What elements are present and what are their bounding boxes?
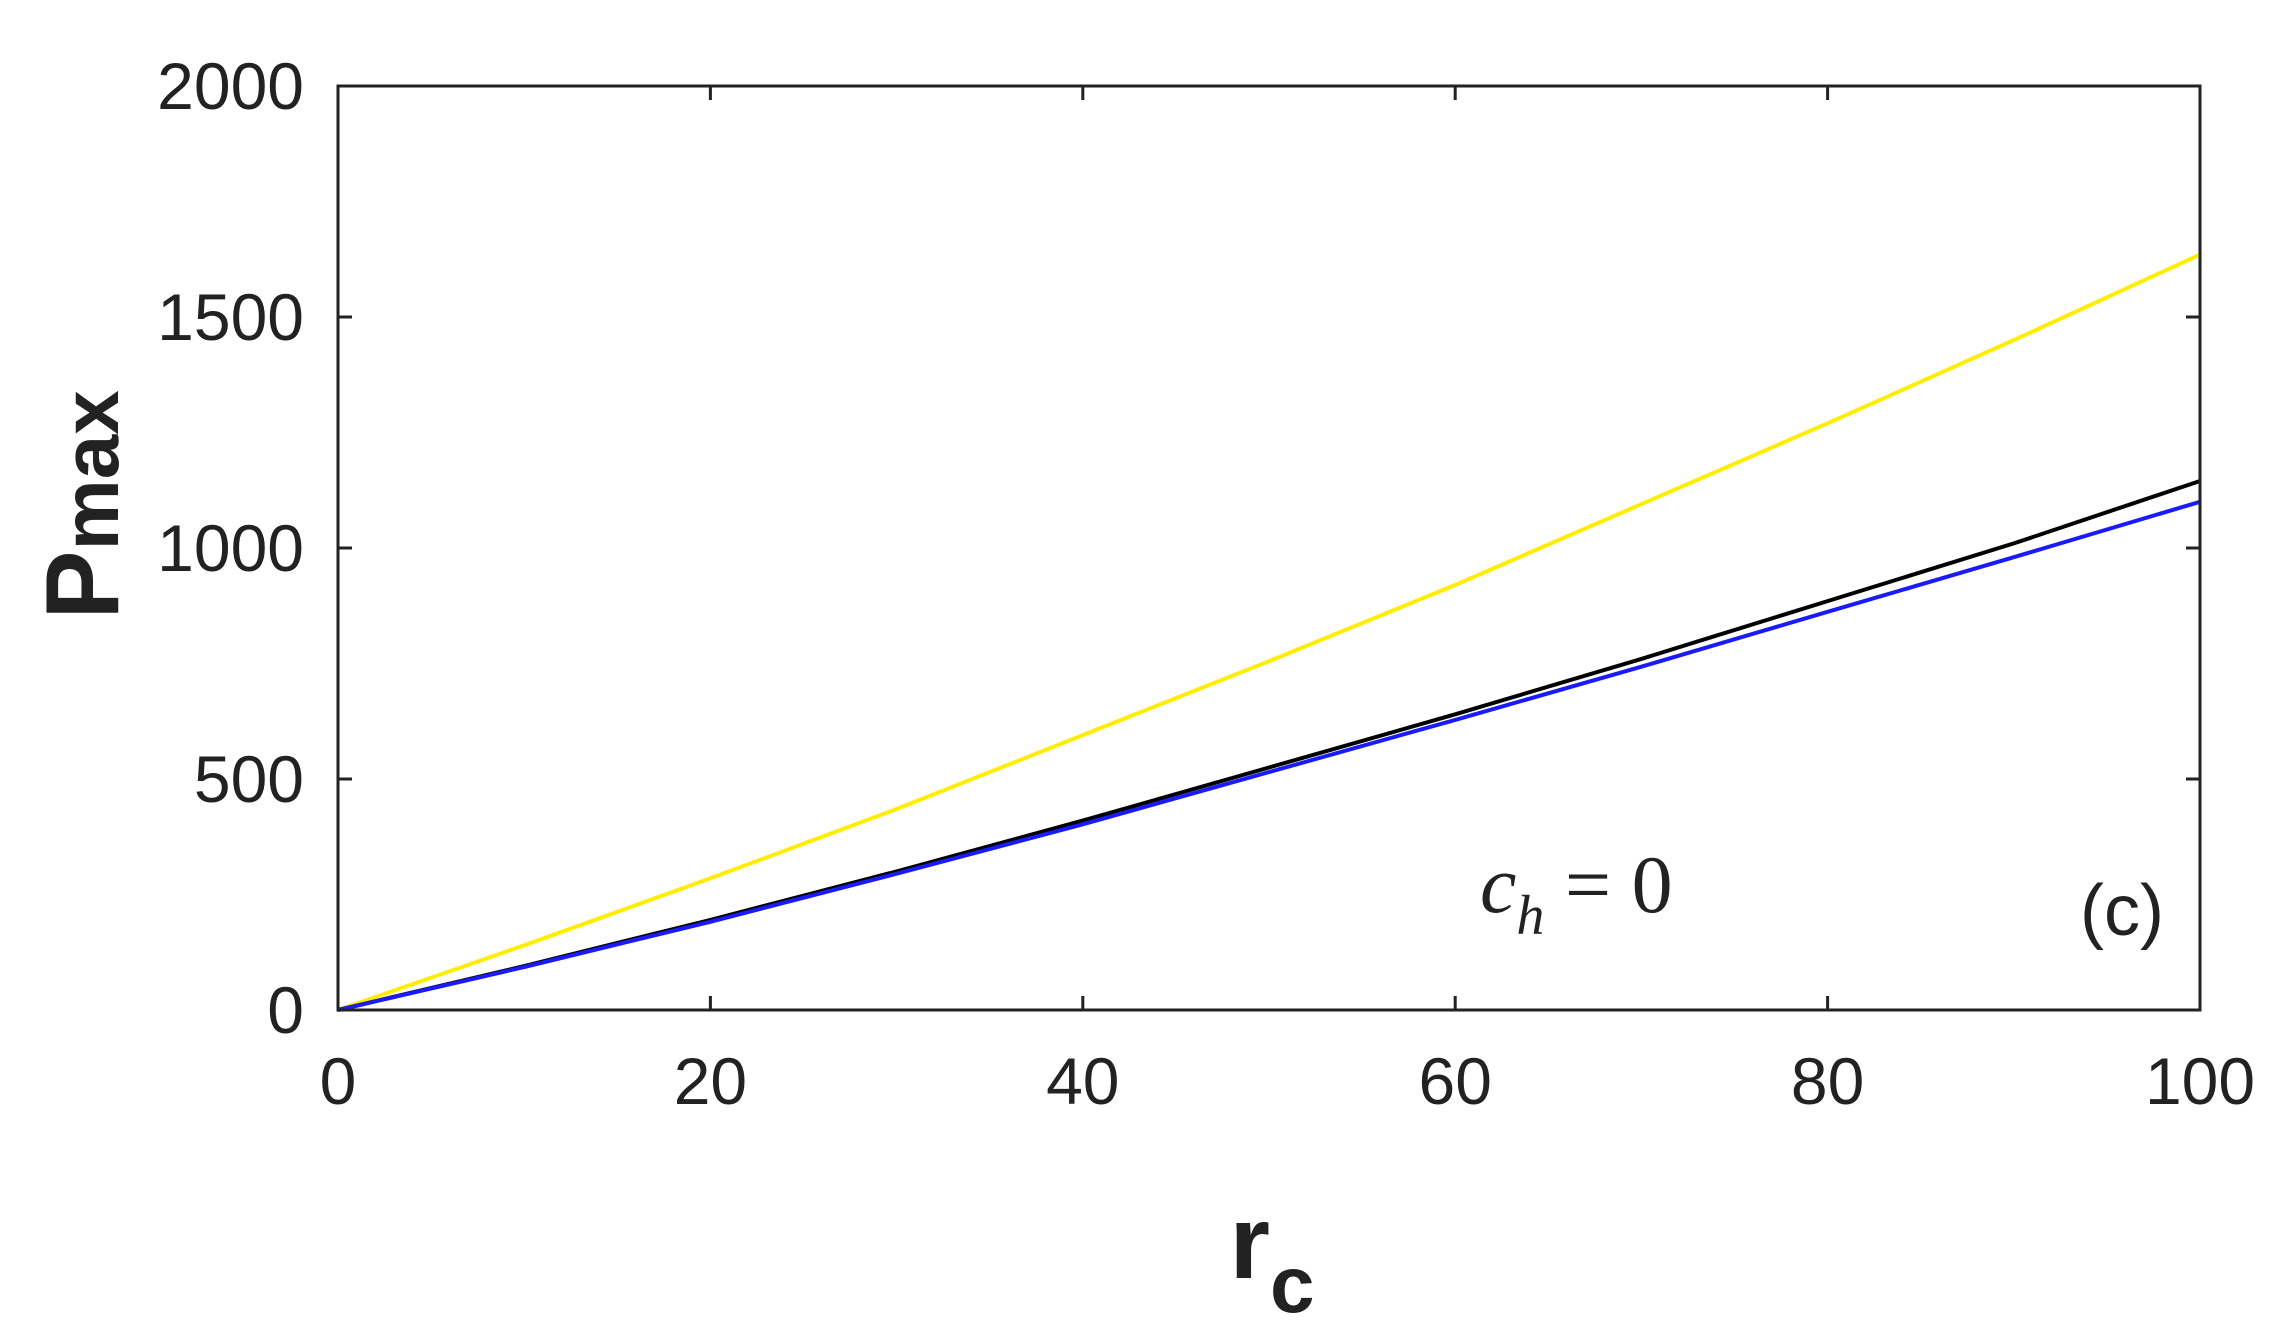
- y-tick-label: 500: [194, 742, 304, 816]
- plot-background: [338, 86, 2200, 1010]
- y-tick-label: 0: [267, 973, 304, 1047]
- y-tick-label: 2000: [157, 49, 304, 123]
- annotation-rest: = 0: [1544, 839, 1672, 930]
- x-tick-label: 20: [674, 1044, 747, 1118]
- series-line-3: [337, 499, 2201, 1012]
- annotation-ch: ch = 0: [1480, 839, 1673, 947]
- series-line-1: [337, 252, 2201, 1012]
- x-axis-label-main: r: [1230, 1185, 1270, 1301]
- series-group: [337, 252, 2201, 1012]
- x-axis-label: rc: [1230, 1185, 1315, 1329]
- x-tick-label: 80: [1791, 1044, 1864, 1118]
- y-axis-label: Pmax: [25, 390, 141, 620]
- x-axis-label-sub: c: [1270, 1240, 1315, 1329]
- y-tick-label: 1000: [157, 511, 304, 585]
- panel-label: (c): [2080, 871, 2164, 951]
- x-tick-label: 60: [1418, 1044, 1491, 1118]
- plot-border: [336, 84, 2202, 1012]
- y-axis-label-sub: max: [46, 390, 135, 550]
- x-tick-label: 100: [2145, 1044, 2255, 1118]
- y-axis-label-main: P: [25, 550, 141, 619]
- plot-area: [338, 86, 2200, 1010]
- annotation-sub: h: [1516, 885, 1544, 947]
- plot-frame: [336, 84, 2202, 1012]
- annotation-var: c: [1480, 839, 1516, 930]
- y-tick-label: 1500: [157, 280, 304, 354]
- x-tick-label: 0: [320, 1044, 357, 1118]
- x-tick-label: 40: [1046, 1044, 1119, 1118]
